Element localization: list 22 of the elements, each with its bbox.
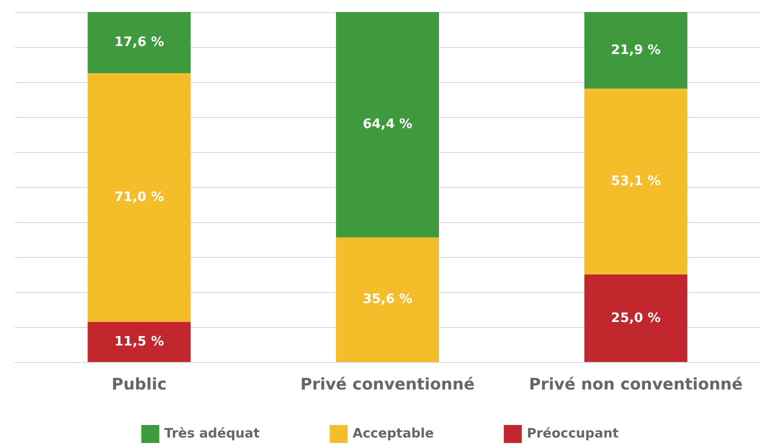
bar [88,322,191,362]
bar [336,237,439,362]
x-tick-label: Privé conventionné [300,374,475,394]
data-label: 17,6 % [114,35,164,50]
bar [88,12,191,74]
legend-label: Préoccupant [526,426,619,442]
data-label: 11,5 % [114,334,164,350]
data-label: 53,1 % [611,174,661,190]
bar [584,274,688,362]
x-tick-label: Public [112,374,167,394]
data-label: 35,6 % [362,292,412,308]
data-label: 25,0 % [611,310,661,326]
bar [336,12,439,238]
legend-label: Très adéquat [164,426,260,442]
bar [88,73,191,322]
legend-label: Acceptable [352,426,434,442]
bar [584,88,688,274]
data-label: 21,9 % [611,42,661,58]
x-tick-label: Privé non conventionné [529,374,743,394]
bar [584,12,688,89]
data-label: 71,0 % [114,190,164,205]
data-label: 64,4 % [362,117,412,132]
